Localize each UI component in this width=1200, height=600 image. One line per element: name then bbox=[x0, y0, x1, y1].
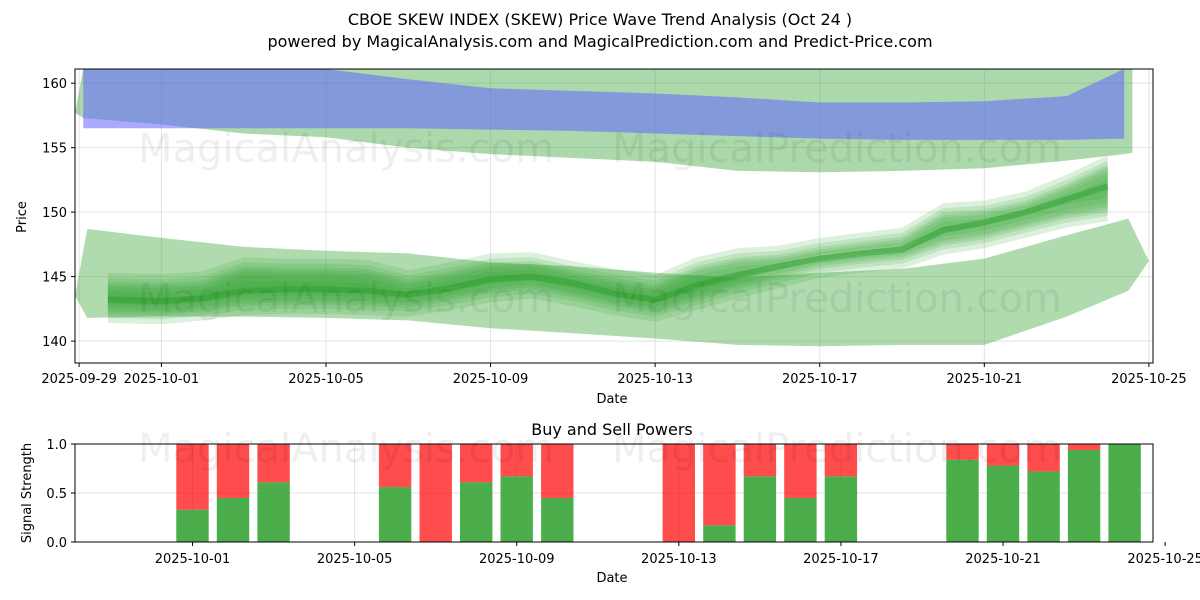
bottom-xtick-label-5: 2025-10-21 bbox=[965, 552, 1041, 567]
buy-bar bbox=[176, 509, 209, 542]
bottom-xtick-label-6: 2025-10-25 bbox=[1127, 552, 1200, 567]
watermark-right-mid: MagicalPrediction.com bbox=[612, 276, 1062, 322]
buy-bar bbox=[378, 487, 412, 542]
buy-bar bbox=[1108, 444, 1141, 542]
wave-layer-3 bbox=[107, 167, 1108, 313]
buy-bar bbox=[784, 497, 817, 542]
buy-sell-title: Buy and Sell Powers bbox=[531, 420, 693, 439]
bottom-xtick-label-1: 2025-10-05 bbox=[317, 552, 393, 567]
lower-green-band bbox=[75, 218, 1149, 347]
wave-layer-5 bbox=[107, 160, 1108, 307]
sell-bar bbox=[986, 444, 1020, 466]
sell-bar bbox=[257, 444, 290, 483]
sell-bar bbox=[1067, 444, 1101, 450]
wave-layer-2 bbox=[107, 169, 1108, 316]
buy-sell-chart: Buy and Sell Powers MagicalAnalysis.com … bbox=[20, 420, 1200, 586]
sell-bar bbox=[541, 444, 574, 498]
top-ytick-label-4: 160 bbox=[42, 77, 67, 92]
top-ytick-label-2: 150 bbox=[42, 206, 67, 221]
buy-bar bbox=[1067, 449, 1101, 542]
price-wave-chart: MagicalAnalysis.com MagicalPrediction.co… bbox=[15, 68, 1187, 407]
wave-layer-1 bbox=[107, 173, 1108, 320]
sell-bar bbox=[419, 444, 452, 542]
watermark-right-top: MagicalPrediction.com bbox=[612, 126, 1062, 172]
bottom-xtick-label-2: 2025-10-09 bbox=[479, 552, 555, 567]
wave-layer-6 bbox=[107, 155, 1108, 302]
top-xtick-label-2: 2025-10-05 bbox=[288, 372, 364, 387]
top-x-axis-label: Date bbox=[596, 392, 627, 407]
sell-bar bbox=[946, 444, 979, 460]
sell-bar bbox=[784, 444, 817, 498]
top-xtick-label-3: 2025-10-09 bbox=[453, 372, 529, 387]
top-xtick-label-6: 2025-10-21 bbox=[947, 372, 1023, 387]
chart-title: CBOE SKEW INDEX (SKEW) Price Wave Trend … bbox=[348, 10, 852, 29]
bottom-bars bbox=[176, 444, 1141, 542]
top-xtick-label-0: 2025-09-29 bbox=[41, 372, 117, 387]
sell-bar bbox=[1027, 444, 1060, 472]
sell-bar bbox=[460, 444, 493, 483]
sell-bar bbox=[662, 444, 695, 542]
top-xtick-label-5: 2025-10-17 bbox=[782, 372, 858, 387]
top-ytick-label-1: 145 bbox=[42, 271, 67, 286]
sell-bar bbox=[743, 444, 777, 477]
chart-subtitle: powered by MagicalAnalysis.com and Magic… bbox=[267, 32, 932, 51]
top-xtick-label-4: 2025-10-13 bbox=[617, 372, 693, 387]
bottom-x-ticks: 2025-10-01 2025-10-05 2025-10-09 2025-10-13… bbox=[155, 542, 1200, 567]
buy-bar bbox=[986, 465, 1020, 542]
buy-bar bbox=[743, 476, 777, 542]
sell-bar bbox=[824, 444, 858, 477]
bottom-xtick-label-4: 2025-10-17 bbox=[803, 552, 879, 567]
sell-bar bbox=[216, 444, 250, 498]
buy-bar bbox=[216, 497, 250, 542]
buy-bar bbox=[500, 476, 533, 542]
watermark-left-top: MagicalAnalysis.com bbox=[138, 126, 554, 172]
bottom-ytick-label-0: 0.0 bbox=[46, 536, 67, 551]
buy-bar bbox=[1027, 471, 1060, 542]
bottom-x-axis-label: Date bbox=[596, 571, 627, 586]
buy-bar bbox=[946, 459, 979, 542]
top-y-axis-label: Price bbox=[15, 201, 30, 233]
buy-bar bbox=[824, 476, 858, 542]
top-xtick-label-1: 2025-10-01 bbox=[124, 372, 200, 387]
watermark-left-mid: MagicalAnalysis.com bbox=[138, 276, 554, 322]
bottom-y-axis-label: Signal Strength bbox=[20, 443, 35, 543]
wave-layer-4 bbox=[107, 164, 1108, 311]
top-ytick-label-0: 140 bbox=[42, 335, 67, 350]
top-y-ticks: 140 145 150 155 160 bbox=[42, 77, 75, 350]
watermark-right-bottom: MagicalPrediction.com bbox=[612, 426, 1062, 472]
buy-bar bbox=[257, 482, 290, 542]
buy-bar bbox=[541, 497, 574, 542]
bottom-y-ticks: 0.0 0.5 1.0 bbox=[46, 438, 75, 551]
bottom-ytick-label-1: 0.5 bbox=[46, 487, 67, 502]
top-ytick-label-3: 155 bbox=[42, 142, 67, 157]
top-plot-frame bbox=[74, 68, 1154, 364]
upper-blue-band bbox=[83, 69, 1125, 140]
buy-bar bbox=[703, 525, 736, 542]
sell-bar bbox=[500, 444, 533, 477]
buy-bar bbox=[460, 482, 493, 542]
bottom-xtick-label-0: 2025-10-01 bbox=[155, 552, 231, 567]
sell-bar bbox=[378, 444, 412, 488]
top-xtick-label-7: 2025-10-25 bbox=[1111, 372, 1187, 387]
sell-bar bbox=[703, 444, 736, 526]
bottom-xtick-label-3: 2025-10-13 bbox=[641, 552, 717, 567]
top-x-ticks: 2025-09-29 2025-10-01 2025-10-05 2025-10-09… bbox=[41, 363, 1187, 387]
sell-bar bbox=[176, 444, 209, 510]
watermark-left-bottom: MagicalAnalysis.com bbox=[138, 426, 554, 472]
bottom-ytick-label-2: 1.0 bbox=[46, 438, 67, 453]
top-series bbox=[75, 69, 1149, 347]
wave-center-line bbox=[107, 183, 1109, 305]
